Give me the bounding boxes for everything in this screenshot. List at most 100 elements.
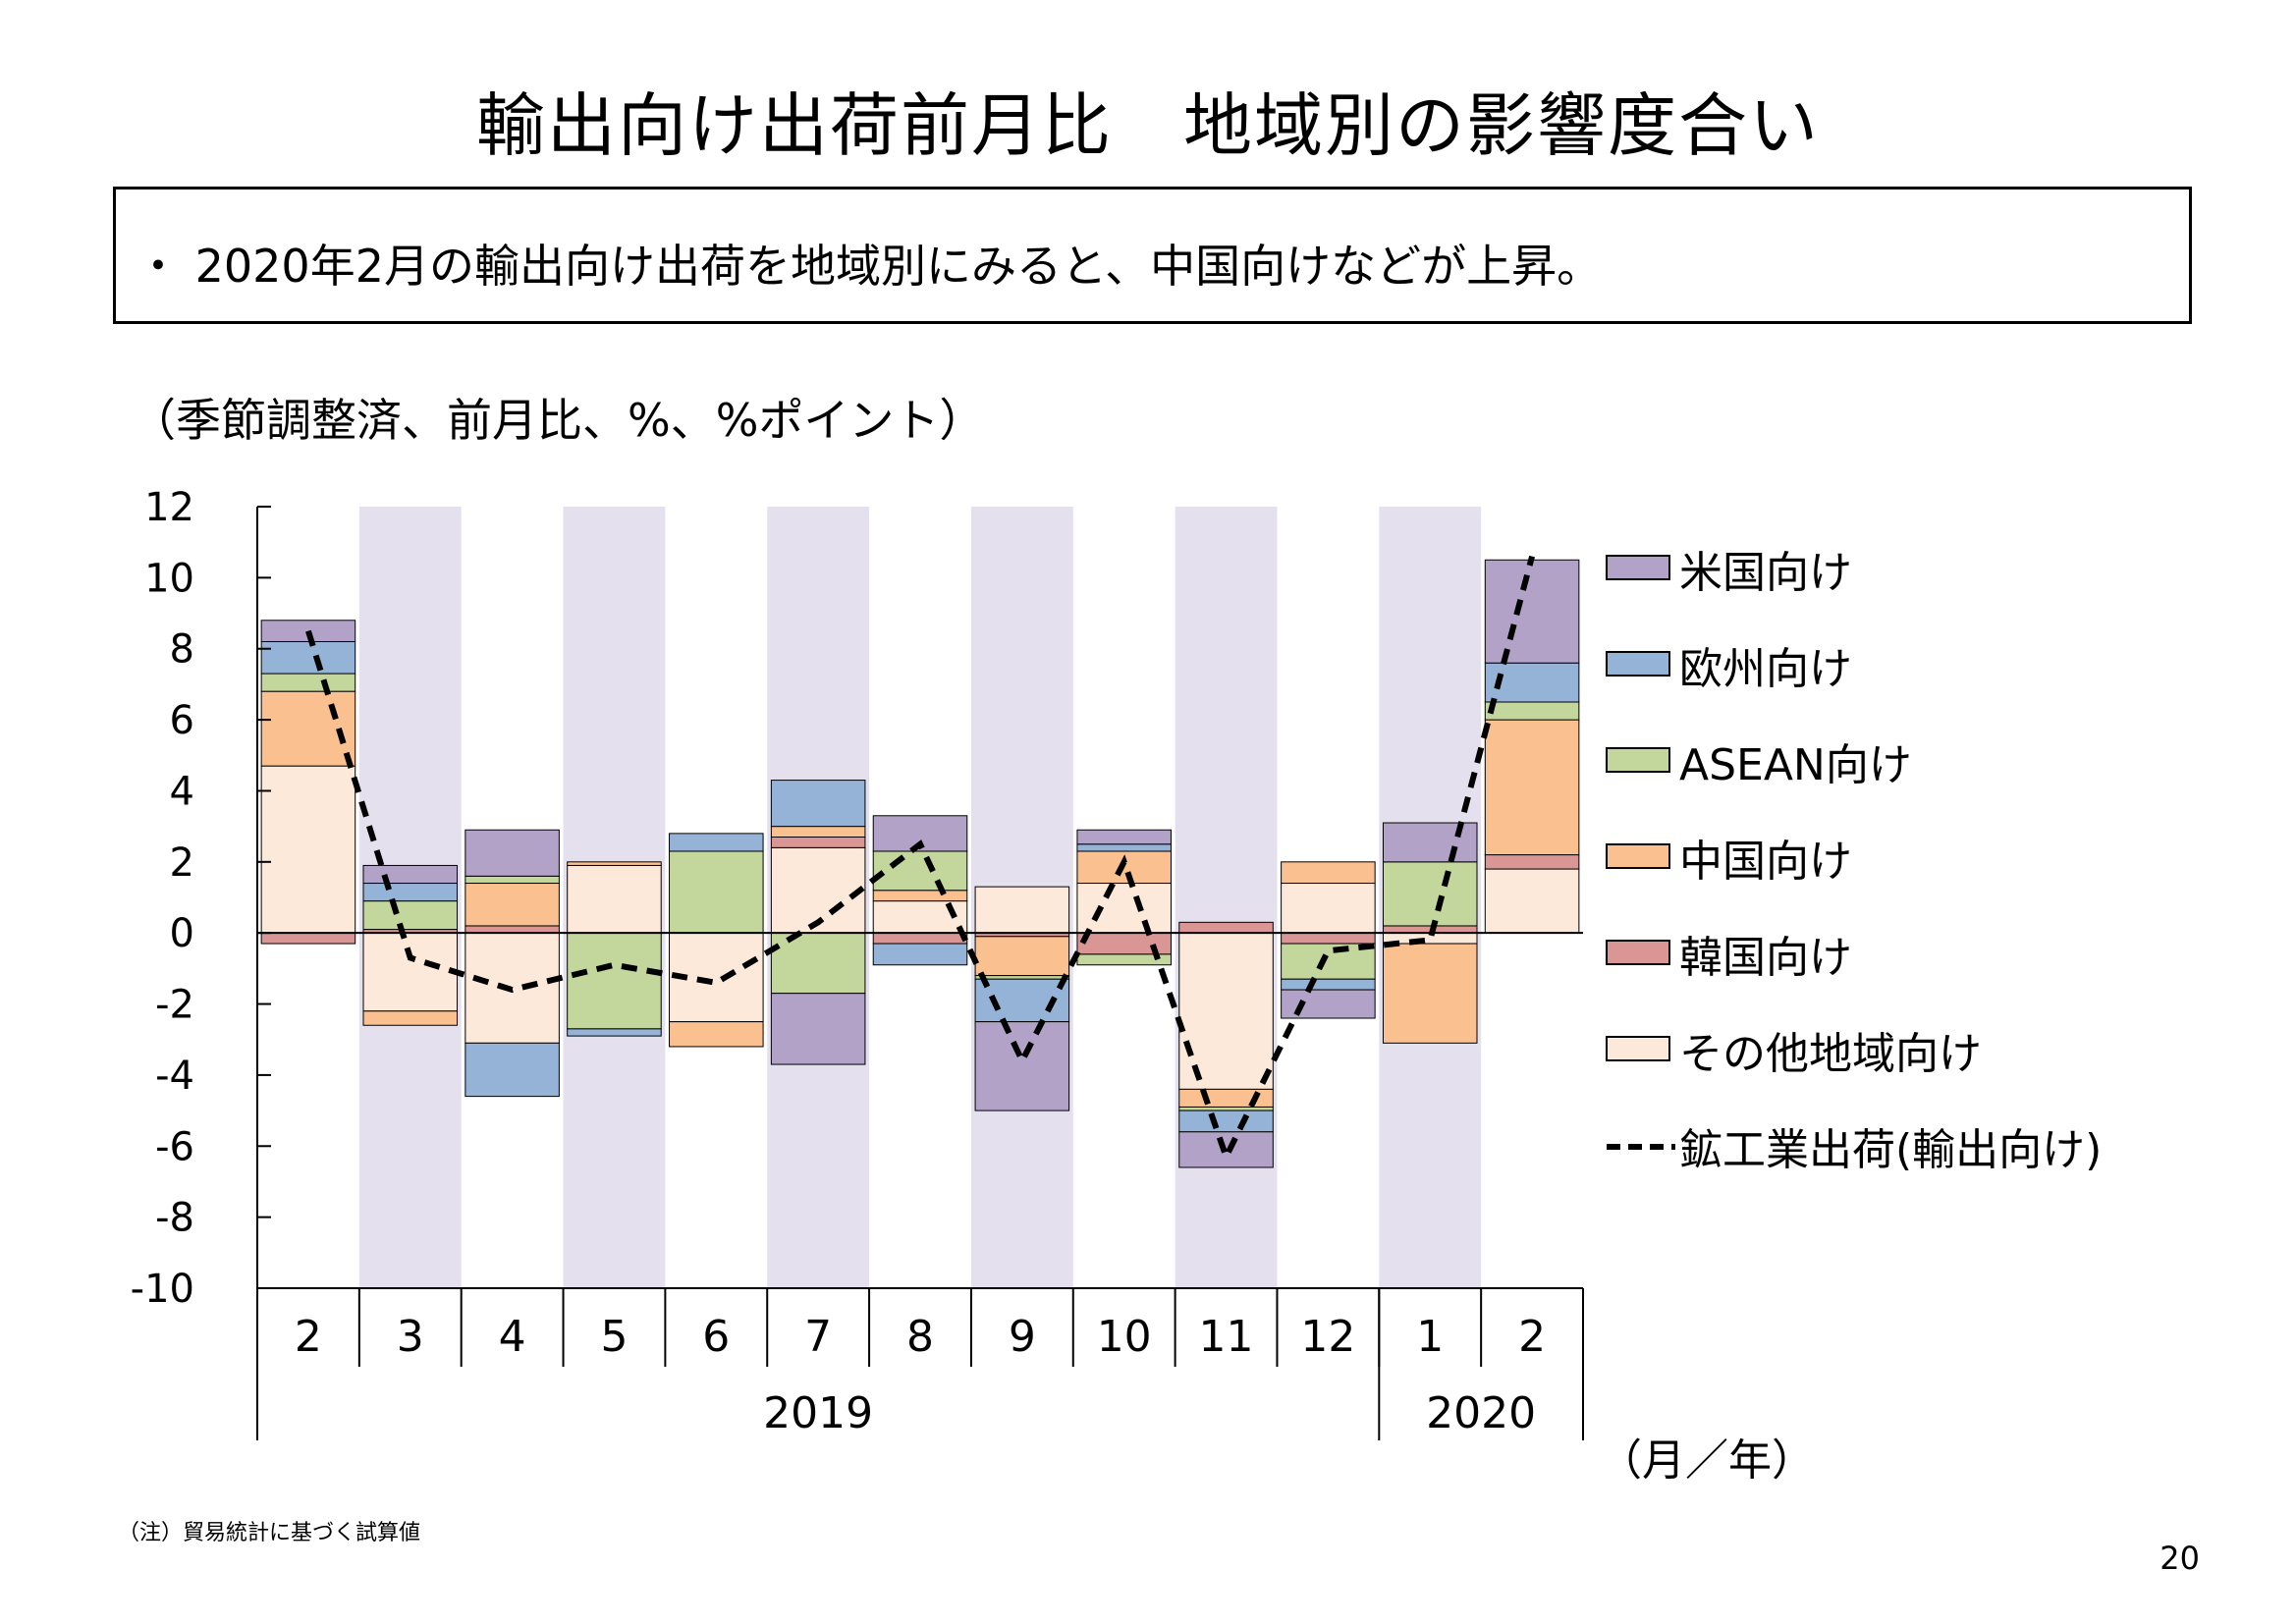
bar-segment <box>770 932 866 995</box>
bar-segment <box>974 886 1070 934</box>
bar-segment <box>1178 921 1274 934</box>
bar-segment <box>669 1021 764 1048</box>
y-tick-label: 10 <box>144 556 194 601</box>
y-tick-label: -4 <box>155 1054 194 1099</box>
bar-segment <box>1484 701 1580 721</box>
bar-segment <box>260 932 356 945</box>
year-label: 2020 <box>1426 1388 1536 1438</box>
x-unit-label: （月／年） <box>1599 1435 1815 1486</box>
bar-segment <box>1382 943 1478 1044</box>
x-tick-label: 11 <box>1199 1312 1254 1362</box>
bar-segment <box>1281 932 1376 945</box>
x-tick-label: 8 <box>906 1312 934 1362</box>
bar-segment <box>770 993 866 1065</box>
legend-swatch <box>1606 747 1670 773</box>
legend-swatch <box>1606 940 1670 965</box>
x-tick-label: 7 <box>804 1312 832 1362</box>
bar-segment <box>465 883 560 927</box>
legend-label: 中国向け <box>1679 837 1852 887</box>
bar-segment <box>872 932 968 945</box>
bar-segment <box>260 673 356 692</box>
y-tick-label: -10 <box>131 1267 194 1312</box>
bar-segment <box>362 932 459 1012</box>
y-tick-label: 6 <box>170 698 194 743</box>
legend-label: 韓国向け <box>1679 933 1852 983</box>
bar-segment <box>1076 883 1172 934</box>
bar-segment <box>974 936 1070 977</box>
bar-segment <box>1484 559 1580 664</box>
legend-swatch <box>1606 1036 1670 1061</box>
bar-segment <box>872 890 968 902</box>
summary-text: ・ 2020年2月の輸出向け出荷を地域別にみると、中国向けなどが上昇。 <box>136 240 1603 293</box>
bar-segment <box>1281 861 1376 885</box>
bar-segment <box>1178 1110 1274 1133</box>
x-tick-label: 1 <box>1416 1312 1444 1362</box>
legend-swatch <box>1606 651 1670 677</box>
bar-segment <box>1178 932 1274 1090</box>
y-tick-label: -8 <box>155 1196 194 1241</box>
legend-label: 米国向け <box>1679 548 1852 598</box>
y-tick-label: -2 <box>155 983 194 1028</box>
x-tick-label: 9 <box>1009 1312 1036 1362</box>
y-tick-label: -6 <box>155 1124 194 1169</box>
x-tick-label: 5 <box>600 1312 628 1362</box>
bar-segment <box>974 1021 1070 1111</box>
bar-segment <box>1484 854 1580 870</box>
bar-segment <box>1076 843 1172 852</box>
page-title: 輸出向け出荷前月比 地域別の影響度合い <box>476 85 1820 166</box>
bar-segment <box>1382 822 1478 863</box>
bar-segment <box>1484 868 1580 934</box>
bar-segment <box>770 826 866 838</box>
bar-segment <box>1076 829 1172 845</box>
bar-segment <box>465 925 560 934</box>
bar-segment <box>362 900 459 931</box>
y-tick-label: 4 <box>170 769 194 814</box>
legend-swatch <box>1606 555 1670 580</box>
x-tick-label: 6 <box>702 1312 730 1362</box>
x-tick-label: 10 <box>1097 1312 1152 1362</box>
y-tick-label: 8 <box>170 627 194 673</box>
bar-segment <box>1484 719 1580 856</box>
page-number: 20 <box>2159 1540 2200 1577</box>
bar-segment <box>770 836 866 848</box>
bar-segment <box>567 861 662 866</box>
y-tick-label: 2 <box>170 840 194 886</box>
summary-box: ・ 2020年2月の輸出向け出荷を地域別にみると、中国向けなどが上昇。 <box>113 187 2192 324</box>
bar-segment <box>260 765 356 934</box>
bar-segment <box>1281 883 1376 934</box>
bar-segment <box>260 690 356 767</box>
x-tick-label: 2 <box>1518 1312 1546 1362</box>
bar-segment <box>974 975 1070 980</box>
bar-segment <box>669 833 764 852</box>
bar-segment <box>872 850 968 892</box>
legend-label: 鉱工業出荷(輸出向け) <box>1679 1125 2102 1175</box>
x-tick-label: 2 <box>295 1312 322 1362</box>
legend-label: 欧州向け <box>1679 644 1852 694</box>
bar-segment <box>362 883 459 902</box>
bar-segment <box>567 864 662 934</box>
x-tick-label: 3 <box>397 1312 424 1362</box>
export-shipments-line <box>305 555 1535 1164</box>
bar-segment <box>1178 1106 1274 1111</box>
bar-segment <box>1281 978 1376 991</box>
bar-segment <box>465 875 560 885</box>
y-tick-label: 0 <box>170 911 194 956</box>
bar-segment <box>567 1028 662 1037</box>
bar-segment <box>362 864 459 885</box>
bar-segment <box>567 932 662 1030</box>
bar-segment <box>1178 1088 1274 1108</box>
bar-segment <box>872 943 968 966</box>
shaded-band <box>1175 507 1278 1288</box>
legend-label: ASEAN向け <box>1679 740 1912 790</box>
bar-segment <box>465 1042 560 1098</box>
bar-segment <box>260 640 356 675</box>
bar-segment <box>770 780 866 828</box>
bar-segment <box>669 850 764 934</box>
y-tick-label: 12 <box>144 485 194 530</box>
units-label: （季節調整済、前月比、%、%ポイント） <box>131 394 985 447</box>
bar-segment <box>1382 861 1478 927</box>
footnote: （注）貿易統計に基づく試算値 <box>118 1521 421 1545</box>
x-tick-label: 12 <box>1300 1312 1355 1362</box>
bar-segment <box>362 1010 459 1026</box>
